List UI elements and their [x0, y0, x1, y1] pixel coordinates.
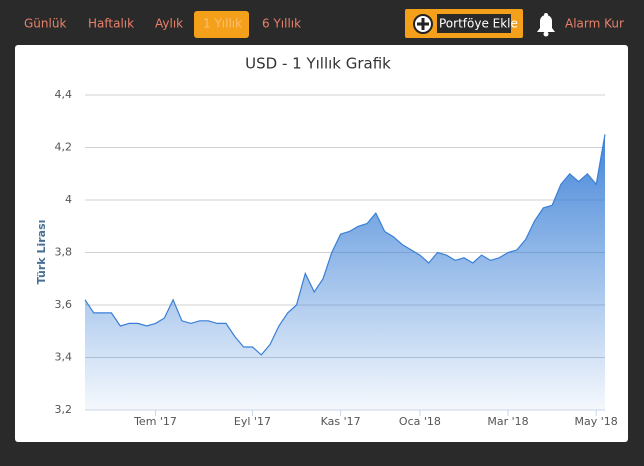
tab[interactable]: Günlük	[24, 17, 66, 31]
plot: 3,2 3,4 3,6 3,8 4 4,2 4,4 Tem '17 Eyl '17 Kas '17…	[55, 88, 618, 428]
area	[85, 134, 605, 410]
x-tick-label: Kas '17	[321, 415, 361, 428]
button-label: Portföye Ekle	[439, 17, 518, 31]
bell-icon	[544, 13, 548, 17]
y-tick-label: 3,6	[55, 298, 73, 311]
y-tick-label: 4,4	[55, 88, 73, 101]
y-tick-label: 4,2	[55, 141, 73, 154]
alarm-button[interactable]: Alarm Kur	[537, 13, 624, 37]
active-tab-bg	[194, 11, 249, 38]
bell-icon	[537, 15, 555, 32]
chart-title: USD - 1 Yıllık Grafik	[245, 55, 391, 73]
tab[interactable]: 6 Yıllık	[262, 17, 301, 31]
add-button[interactable]: Portföye Ekle	[405, 9, 523, 38]
button-label: Alarm Kur	[565, 17, 624, 31]
x-tick-label: Mar '18	[487, 415, 528, 428]
tab[interactable]: Haftalık	[88, 17, 134, 31]
y-tick-label: 3,2	[55, 403, 73, 416]
y-axis-label: Türk Lirası	[35, 220, 48, 285]
x-tick-label: May '18	[575, 415, 618, 428]
line	[84, 134, 606, 356]
x-tick-label: Tem '17	[133, 415, 177, 428]
x-tick-label: Eyl '17	[234, 415, 271, 428]
bell-icon	[543, 31, 549, 37]
plus-icon	[417, 18, 429, 30]
y-tick-label: 3,4	[55, 351, 73, 364]
x-tick-label: Oca '18	[399, 415, 441, 428]
y-tick-label: 4	[65, 193, 72, 206]
tab-active[interactable]: 1 Yıllık	[203, 17, 242, 31]
y-tick-label: 3,8	[55, 246, 73, 259]
tab[interactable]: Aylık	[155, 17, 183, 31]
label-bg	[437, 14, 511, 33]
